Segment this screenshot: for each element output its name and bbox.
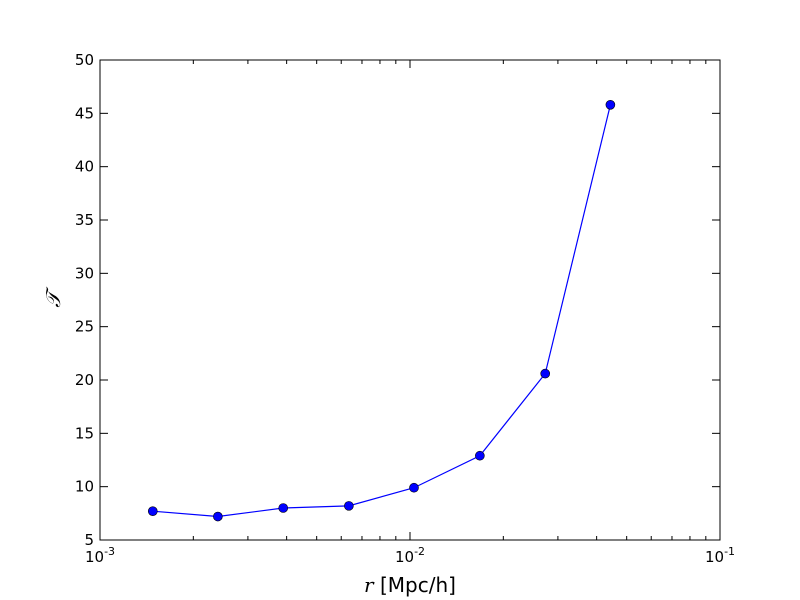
x-tick-base: 10 [395,548,414,566]
y-tick-label: 35 [75,211,94,229]
data-point [213,511,223,522]
y-tick-label: 10 [75,478,94,496]
x-axis-ticks: 10-3 10-2 10-1 [85,60,735,566]
y-axis-ticks: 5 10 15 20 25 30 35 40 45 50 [75,51,720,549]
x-tick-exponent: -3 [104,545,115,558]
x-tick-exponent: -2 [414,545,425,558]
y-axis-label: 𝒯 [41,286,65,308]
x-axis-label: r [Mpc/h] [364,573,456,597]
data-point [344,501,354,511]
data-point [605,100,616,110]
y-tick-label: 30 [75,264,94,282]
y-tick-label: 40 [75,158,94,176]
y-tick-label: 15 [75,424,94,442]
y-tick-label: 25 [75,318,94,336]
x-tick-exponent: -1 [724,545,735,558]
x-axis-unit: [Mpc/h] [374,573,456,597]
y-tick-label: 5 [84,531,94,549]
data-point [409,482,419,493]
x-tick-label: 10-2 [395,545,425,566]
series-line [152,104,611,518]
series-group [147,100,616,522]
plot-frame [99,59,721,541]
data-point [540,368,551,379]
y-tick-label: 20 [75,371,94,389]
plot-area [100,60,720,540]
y-tick-label: 45 [75,104,94,122]
data-point [475,450,485,461]
x-tick-base: 10 [705,548,724,566]
x-axis-symbol: r [364,573,375,597]
data-point [278,503,289,513]
data-point [147,506,158,517]
x-tick-base: 10 [85,548,104,566]
x-tick-label: 10-1 [705,545,735,566]
y-tick-label: 50 [75,51,94,69]
x-tick-label: 10-3 [85,545,115,566]
